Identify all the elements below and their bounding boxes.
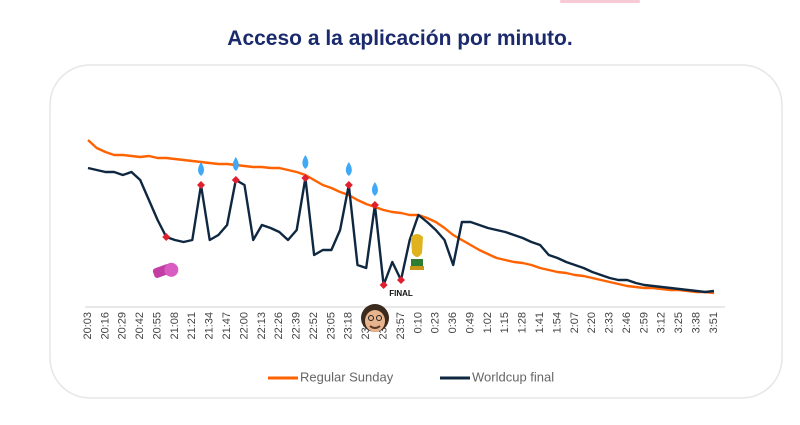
x-tick-label: 23:05 [325,312,337,340]
series-line [87,139,715,295]
event-marker [231,176,240,184]
legend-label: Regular Sunday [300,369,394,384]
x-tick-label: 2:59 [638,312,650,333]
legend: Regular Sunday Worldcup final [268,369,554,384]
x-tick-label: 3:25 [673,312,685,333]
x-tick-label: 23:57 [395,312,407,340]
event-marker [301,174,310,182]
x-tick-label: 1:15 [499,312,511,333]
x-tick-label: 0:10 [412,312,424,333]
event-marker [197,181,206,189]
drop-icon [198,162,205,176]
annotation: FINAL [389,289,413,298]
x-tick-label: 2:20 [586,312,598,333]
x-tick-label: 22:13 [256,312,268,340]
x-tick-label: 3:12 [656,312,668,333]
x-tick-label: 21:47 [221,312,233,340]
x-tick-label: 2:07 [569,312,581,333]
x-tick-label: 0:36 [447,312,459,333]
event-marker [344,181,353,189]
x-tick-label: 21:21 [186,312,198,340]
event-marker [162,233,171,241]
x-tick-label: 0:23 [430,312,442,333]
drop-icon [371,182,378,196]
x-tick-label: 21:34 [204,312,216,340]
drop-icon [232,157,239,171]
x-tick-label: 21:08 [169,312,181,340]
x-tick-label: 1:02 [482,312,494,333]
x-tick-label: 1:41 [534,312,546,333]
x-tick-label: 22:39 [291,312,303,340]
x-tick-label: 2:46 [621,312,633,333]
x-tick-label: 20:42 [134,312,146,340]
x-tick-label: 0:49 [464,312,476,333]
x-tick-label: 1:54 [551,312,563,333]
legend-label: Worldcup final [472,369,554,384]
face-icon [361,304,389,332]
x-tick-label: 20:16 [99,312,111,340]
x-tick-label: 22:00 [238,312,250,340]
drop-icon [302,155,309,169]
trophy-icon [410,234,424,270]
drop-icon [345,162,352,176]
decor-bar [560,0,640,3]
whistle-icon [152,262,179,278]
x-tick-label: 22:26 [273,312,285,340]
x-tick-label: 20:29 [117,312,129,340]
x-tick-label: 20:55 [151,312,163,340]
x-tick-label: 20:03 [82,312,94,340]
x-tick-label: 22:52 [308,312,320,340]
event-marker [379,281,388,289]
plot: 20:03 20:16 20:29 20:42 20:55 21:08 21:21 21:34… [82,139,720,340]
x-tick-label: 3:38 [691,312,703,333]
card [49,64,783,399]
event-marker [397,276,405,284]
decorations [152,234,424,332]
event-marker [370,201,379,209]
x-tick-label: 3:51 [708,312,720,333]
x-tick-label: 2:33 [604,312,616,333]
x-tick-label: 23:18 [343,312,355,340]
chart-title: Acceso a la aplicación por minuto. [227,27,572,50]
x-tick-label: 1:28 [517,312,529,333]
